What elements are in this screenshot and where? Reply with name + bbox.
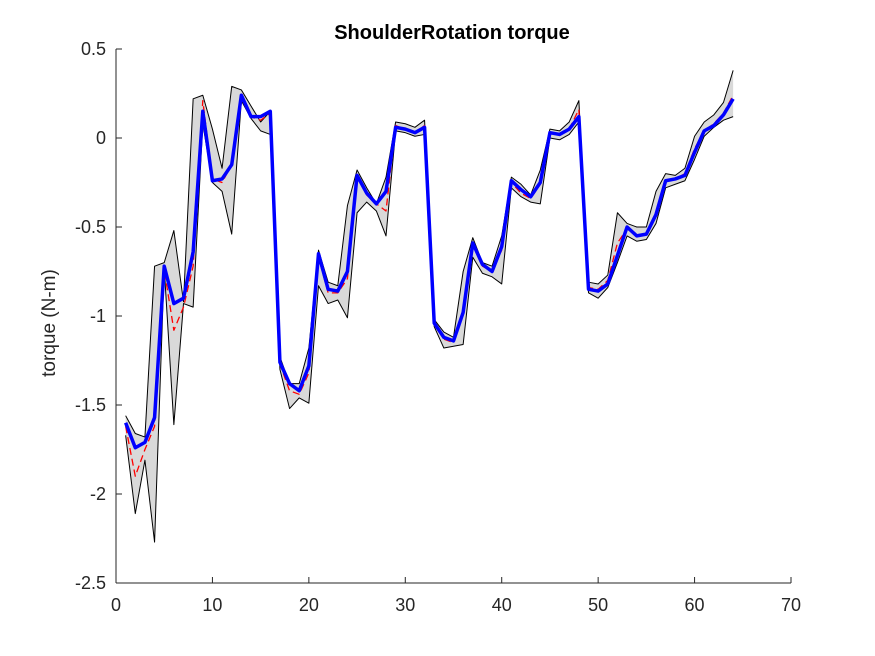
series-line-mean — [124, 93, 735, 450]
x-tick-label: 70 — [781, 595, 801, 615]
tick-labels: 0 10 20 30 40 50 60 70 0.5 0 -0.5 -1 -1.5 -2 -2.5 — [75, 39, 801, 615]
x-tick-label: 40 — [492, 595, 512, 615]
y-tick-label: -2 — [90, 484, 106, 504]
y-tick-label: 0.5 — [81, 39, 106, 59]
x-tick-label: 60 — [685, 595, 705, 615]
y-axis-label: torque (N-m) — [39, 269, 60, 377]
y-tick-label: -1 — [90, 306, 106, 326]
y-tick-label: -1.5 — [75, 395, 106, 415]
x-tick-label: 50 — [588, 595, 608, 615]
y-tick-label: 0 — [96, 128, 106, 148]
x-tick-label: 20 — [299, 595, 319, 615]
y-tick-label: -2.5 — [75, 573, 106, 593]
y-tick-label: -0.5 — [75, 217, 106, 237]
axes — [115, 48, 792, 584]
x-tick-label: 0 — [111, 595, 121, 615]
chart-title: ShoulderRotation torque — [334, 22, 570, 44]
x-tick-label: 10 — [202, 595, 222, 615]
plot-area — [124, 70, 735, 543]
band-fill — [125, 70, 734, 543]
x-tick-label: 30 — [395, 595, 415, 615]
